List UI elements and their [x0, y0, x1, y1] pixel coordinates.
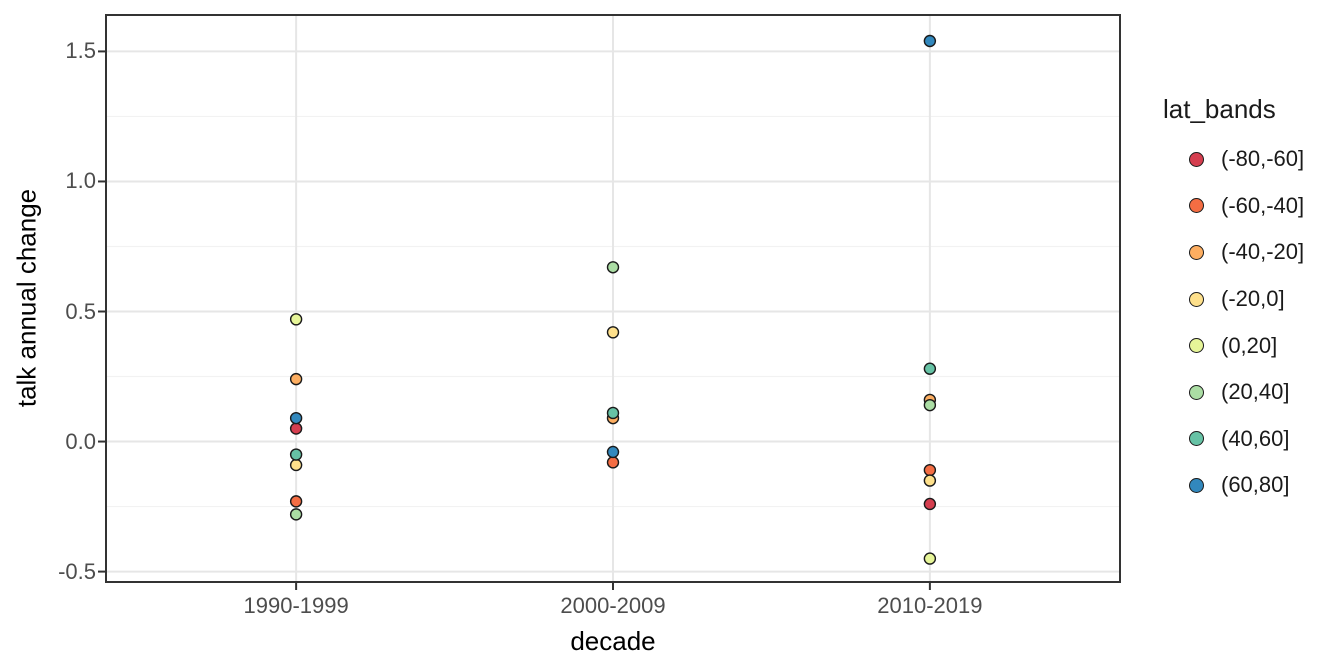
legend-label: (20,40]	[1221, 379, 1290, 405]
legend-label: (0,20]	[1221, 332, 1278, 358]
legend-item: (-80,-60]	[1163, 136, 1304, 183]
legend-items: (-80,-60] (-60,-40] (-40,-20] (-20,0] (0,20]…	[1163, 136, 1304, 509]
data-point	[606, 456, 620, 469]
data-point	[606, 406, 620, 420]
data-point	[923, 463, 937, 477]
legend-item: (40,60]	[1163, 416, 1304, 463]
legend-swatch-icon	[1189, 244, 1204, 260]
data-point	[923, 362, 937, 375]
legend-title: lat_bands	[1163, 94, 1276, 124]
legend-label: (-40,-20]	[1221, 239, 1305, 265]
data-point	[606, 445, 620, 459]
legend-swatch-icon	[1189, 338, 1204, 354]
legend-label: (-60,-40]	[1221, 192, 1305, 218]
y-tick-label: 0.0	[65, 428, 96, 454]
x-tick-label: 2010-2019	[877, 593, 983, 618]
legend: lat_bands (-80,-60] (-60,-40] (-40,-20] (-2…	[1163, 94, 1304, 509]
legend-item: (0,20]	[1163, 322, 1304, 369]
data-point	[289, 422, 303, 435]
y-tick-label: -0.5	[58, 558, 96, 584]
data-point	[606, 326, 620, 339]
legend-item: (-40,-20]	[1163, 229, 1304, 276]
y-tick-label: 0.5	[65, 298, 96, 324]
y-tick-label: 1.0	[65, 168, 96, 194]
legend-swatch-icon	[1189, 151, 1204, 167]
x-tick-label: 2000-2009	[560, 593, 666, 618]
legend-item: (20,40]	[1163, 369, 1304, 416]
data-point	[923, 398, 937, 412]
legend-label: (60,80]	[1221, 472, 1290, 498]
x-tick-label: 1990-1999	[243, 593, 349, 618]
legend-label: (-20,0]	[1221, 286, 1285, 312]
legend-swatch-icon	[1189, 384, 1204, 400]
x-axis-title: decade	[570, 626, 656, 656]
legend-swatch-icon	[1189, 431, 1204, 447]
legend-item: (-60,-40]	[1163, 183, 1304, 230]
legend-item: (-20,0]	[1163, 276, 1304, 323]
legend-swatch-icon	[1189, 477, 1204, 493]
data-point	[289, 448, 303, 461]
legend-swatch-icon	[1189, 198, 1204, 214]
data-point	[289, 411, 303, 425]
data-point	[289, 313, 303, 326]
data-point	[923, 552, 937, 565]
legend-item: (60,80]	[1163, 462, 1304, 509]
data-point	[289, 372, 303, 386]
legend-label: (40,60]	[1221, 425, 1290, 451]
data-point	[923, 497, 937, 511]
data-point	[289, 495, 303, 508]
data-point	[923, 34, 937, 48]
data-point	[923, 474, 937, 487]
data-point	[606, 261, 620, 274]
y-tick-label: 1.5	[65, 38, 96, 64]
legend-swatch-icon	[1189, 291, 1204, 307]
data-point	[289, 508, 303, 521]
data-point	[289, 458, 303, 472]
legend-label: (-80,-60]	[1221, 146, 1305, 172]
